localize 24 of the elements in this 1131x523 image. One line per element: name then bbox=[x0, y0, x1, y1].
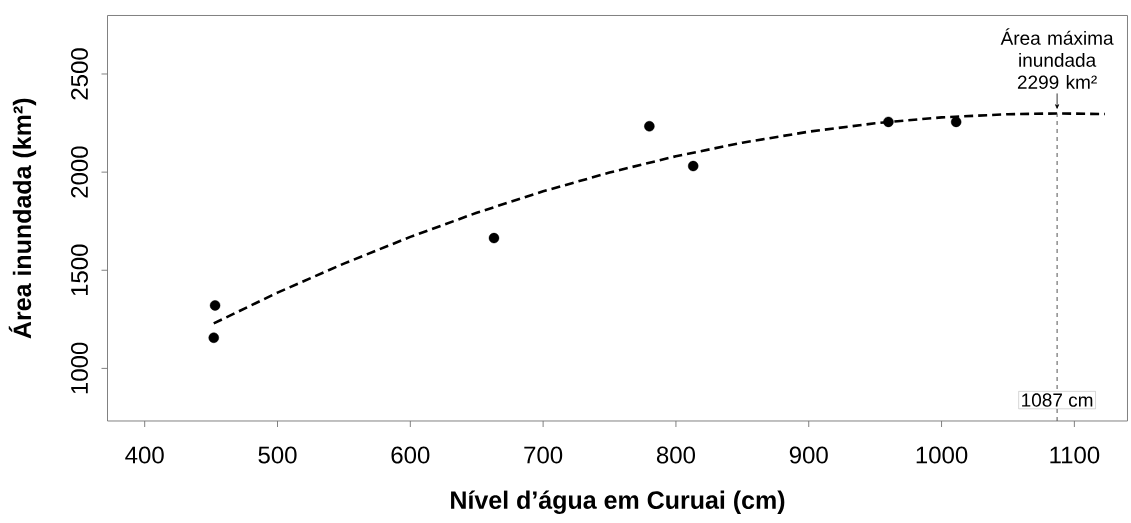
y-axis-title: Área inundada (km²) bbox=[8, 98, 37, 339]
point bbox=[883, 116, 894, 128]
point bbox=[488, 232, 500, 244]
point bbox=[950, 116, 962, 128]
x-tick-label: 1100 bbox=[1050, 446, 1100, 464]
x-tick-label: 800 bbox=[656, 446, 695, 464]
point bbox=[208, 332, 219, 343]
x-tick-label: 500 bbox=[258, 446, 297, 464]
x-tick-label: 400 bbox=[125, 446, 164, 464]
point bbox=[644, 121, 655, 132]
point bbox=[688, 160, 699, 172]
y-tick-label: 1500 bbox=[70, 244, 88, 296]
x-axis-title: Nível d’água em Curuai (cm) bbox=[451, 490, 785, 515]
y-tick-label: 2000 bbox=[70, 146, 88, 198]
x-tick-label: 700 bbox=[524, 446, 563, 464]
x-tick-label: 900 bbox=[789, 446, 828, 464]
x-tick-label: 600 bbox=[391, 446, 430, 464]
ref-line-label: 1087 cm bbox=[1022, 393, 1093, 407]
x-tick-label: 1000 bbox=[916, 446, 968, 464]
y-tick-label: 1000 bbox=[70, 342, 88, 394]
line-series bbox=[212, 112, 1107, 325]
annotation: Área máxima inundada 2299 km² bbox=[1000, 28, 1114, 89]
y-tick-label: 2500 bbox=[70, 48, 88, 100]
point bbox=[209, 300, 221, 311]
